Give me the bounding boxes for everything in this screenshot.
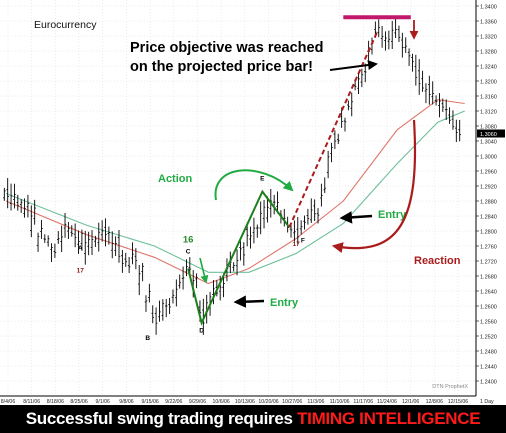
y-tick-label: 1.2520: [480, 335, 497, 341]
bar-count-label: 17: [77, 267, 85, 274]
y-tick-label: 1.2400: [480, 380, 497, 386]
banner-accent-text: TIMING INTELLIGENCE: [297, 409, 481, 428]
y-tick-label: 1.3320: [480, 35, 497, 41]
moving-average-line: [5, 99, 465, 285]
x-tick-label: 11/10/06: [330, 399, 350, 405]
y-tick-label: 1.3360: [480, 20, 497, 26]
y-tick-label: 1.2720: [480, 260, 497, 266]
entry-lower-label: Entry: [270, 297, 299, 309]
bar-count-label: 17: [292, 241, 300, 248]
swing-point-label: D: [199, 327, 204, 334]
objective-arrow: [329, 60, 378, 71]
y-tick-label: 1.3080: [480, 125, 497, 131]
x-tick-label: 9/29/06: [189, 399, 206, 405]
y-tick-label: 1.2440: [480, 365, 497, 371]
y-tick-label: 1.2680: [480, 275, 497, 281]
x-tick-label: 9/1/06: [96, 399, 111, 405]
banner-text: Successful swing trading requires TIMING…: [0, 405, 506, 433]
y-tick-label: 1.2760: [480, 245, 497, 251]
y-tick-label: 1.3160: [480, 95, 497, 101]
objective-annotation: Price objective was reached: [130, 40, 323, 56]
y-tick-label: 1.3200: [480, 80, 497, 86]
moving-average-line: [5, 110, 465, 273]
entry-upper-arrow: [339, 211, 373, 224]
x-tick-label: 9/15/06: [141, 399, 158, 405]
x-tick-label: 8/4/06: [1, 399, 16, 405]
x-tick-label: 9/22/06: [165, 399, 182, 405]
x-tick-label: 8/11/06: [23, 399, 40, 405]
entry-lower-arrow: [233, 295, 265, 308]
y-tick-label: 1.2840: [480, 215, 497, 221]
last-price-label: 1.3060: [480, 132, 497, 138]
x-tick-label: 10/6/06: [213, 399, 230, 405]
x-tick-label: 8/25/06: [70, 399, 87, 405]
y-tick-label: 1.2920: [480, 185, 497, 191]
projection-line: [288, 31, 378, 228]
swing-point-label: E: [260, 175, 265, 182]
y-tick-label: 1.3040: [480, 140, 497, 146]
y-tick-label: 1.3280: [480, 50, 497, 56]
bar-count-label: 16: [183, 234, 194, 245]
last-price-box: [477, 129, 505, 138]
footer-banner: Successful swing trading requires TIMING…: [0, 405, 506, 433]
x-tick-label: 11/24/06: [377, 399, 397, 405]
objective-annotation: on the projected price bar!: [130, 59, 313, 75]
x-tick-label: 12/1/06: [402, 399, 419, 405]
chart-title: Eurocurrency: [34, 19, 97, 31]
y-tick-label: 1.3240: [480, 65, 497, 71]
y-tick-label: 1.2800: [480, 230, 497, 236]
y-tick-label: 1.3000: [480, 155, 497, 161]
entry-upper-label: Entry: [378, 209, 407, 221]
swing-point-label: B: [145, 335, 150, 342]
x-tick-label: 11/3/06: [307, 399, 324, 405]
y-tick-label: 1.2640: [480, 290, 497, 296]
y-tick-label: 1.2560: [480, 320, 497, 326]
x-tick-label: 8/18/06: [47, 399, 64, 405]
x-tick-label: 9/8/06: [119, 399, 134, 405]
y-tick-label: 1.3400: [480, 5, 497, 11]
reaction-arrow: [331, 119, 417, 253]
swing-point-label: A: [78, 245, 83, 252]
swing-point-label: C: [186, 249, 191, 256]
x-tick-label: 12/15/06: [448, 399, 468, 405]
x-tick-label: 10/13/06: [235, 399, 255, 405]
banner-main-text: Successful swing trading requires: [25, 409, 298, 428]
price-chart: 1.3400 1.3360 1.3320 1.3280 1.3240 1.3200 1.31…: [0, 0, 505, 405]
x-tick-label: 12/8/06: [426, 399, 443, 405]
swing-point-label: F: [301, 237, 305, 244]
y-tick-label: 1.2480: [480, 350, 497, 356]
action-label: Action: [158, 173, 193, 185]
y-tick-label: 1.2600: [480, 305, 497, 311]
y-tick-label: 1.2960: [480, 170, 497, 176]
x-tick-label: 10/27/06: [282, 399, 302, 405]
x-tick-label: 10/20/06: [258, 399, 278, 405]
action-arrow-small: [199, 257, 209, 284]
swing-line: [187, 189, 291, 326]
timeframe-label: 1 Day: [480, 399, 494, 405]
x-tick-label: 11/17/06: [353, 399, 373, 405]
reaction-label: Reaction: [414, 255, 461, 267]
action-arrow: [214, 169, 294, 201]
y-tick-label: 1.2880: [480, 200, 497, 206]
y-tick-label: 1.3120: [480, 110, 497, 116]
watermark: DTN ProphetX: [432, 384, 468, 390]
